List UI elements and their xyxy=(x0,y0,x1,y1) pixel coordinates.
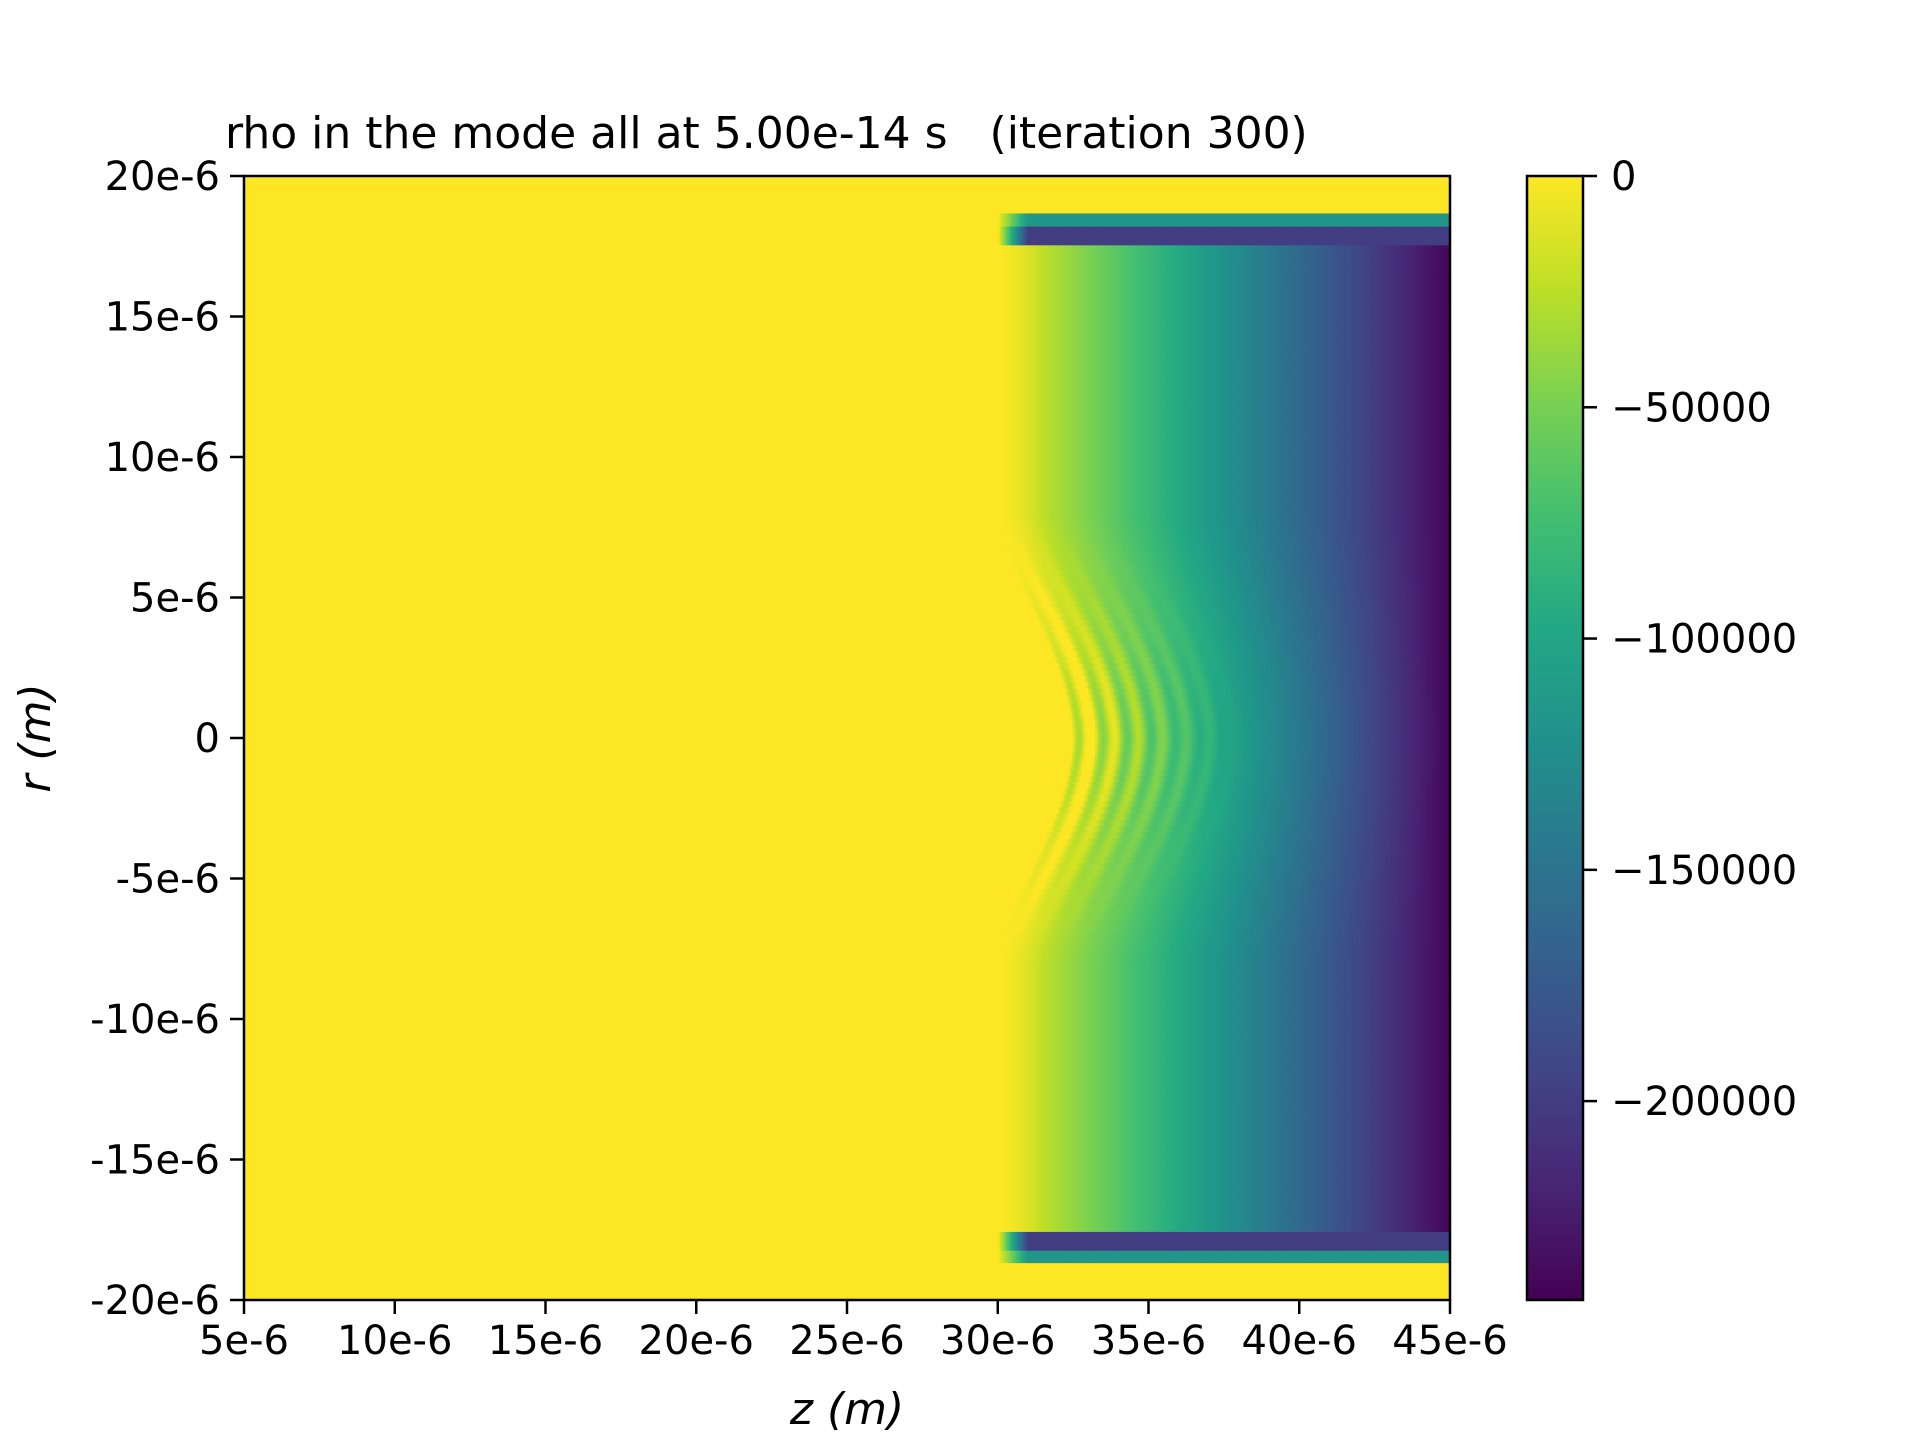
chart-title: rho in the mode all at 5.00e-14 s (itera… xyxy=(225,108,1308,159)
heatmap-field xyxy=(244,176,1451,1300)
